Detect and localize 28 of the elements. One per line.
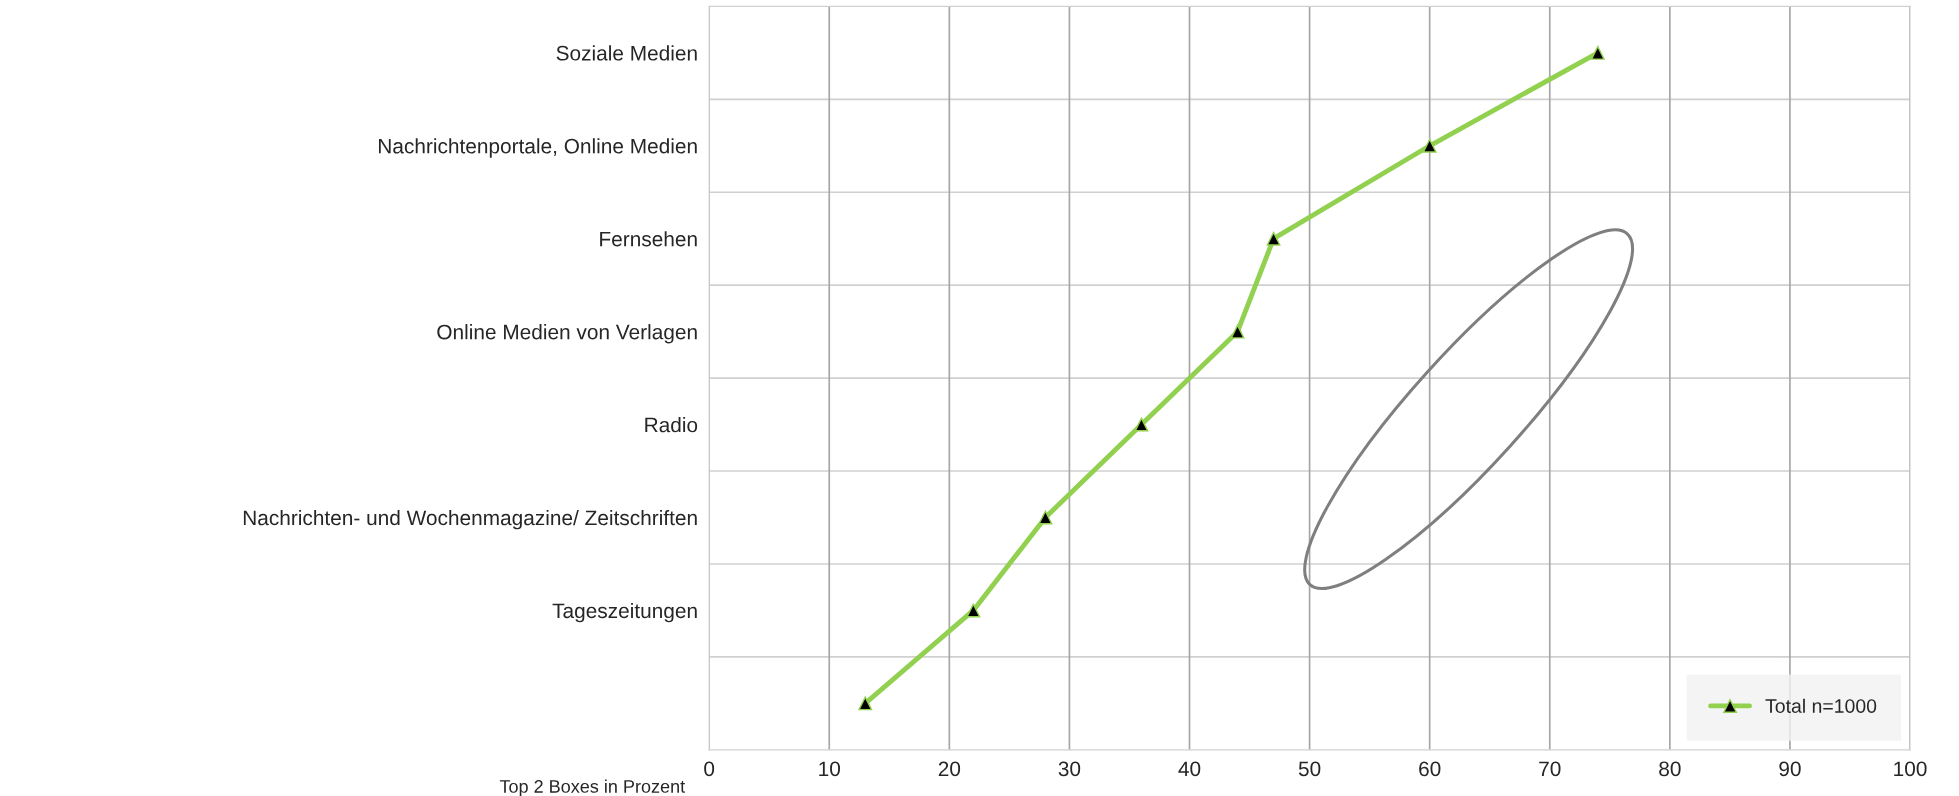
point: [966, 603, 981, 618]
y-tick-label: Radio: [645, 417, 698, 433]
point: [1230, 324, 1245, 339]
x-tick-label: 0: [704, 761, 715, 777]
y-tick-label: Nachrichtenportale, Online Medien: [379, 138, 697, 158]
x-tick-label: 20: [938, 761, 961, 777]
x-tick-label: 50: [1298, 761, 1321, 777]
point: [1038, 510, 1053, 525]
point: [1134, 417, 1149, 432]
x-tick-label: 70: [1539, 761, 1561, 777]
x-tick-label: 30: [1058, 761, 1081, 777]
point: [1422, 138, 1437, 153]
point: [858, 696, 873, 711]
y-tick-label: Nachrichten- und Wochenmagazine/ Zeitschriften: [243, 509, 697, 530]
y-tick-label: Tageszeitungen: [552, 602, 697, 623]
x-axis-title: Top 2 Boxes in Prozent: [499, 779, 686, 796]
x-tick-label: 80: [1659, 761, 1681, 777]
x-tick-label: 90: [1779, 761, 1801, 777]
x-tick-label: 40: [1178, 761, 1201, 777]
y-tick-label: Soziale Medien: [556, 45, 697, 61]
legend-label: Total n=1000: [1765, 698, 1877, 713]
y-tick-label: Online Medien von Verlagen: [437, 324, 697, 344]
x-tick-label: 100: [1894, 761, 1927, 777]
point: [1266, 231, 1281, 246]
x-tick-label: 60: [1419, 761, 1441, 777]
x-tick-label: 10: [819, 761, 841, 777]
y-tick-label: Fernsehen: [600, 231, 697, 247]
point: [1590, 45, 1605, 60]
